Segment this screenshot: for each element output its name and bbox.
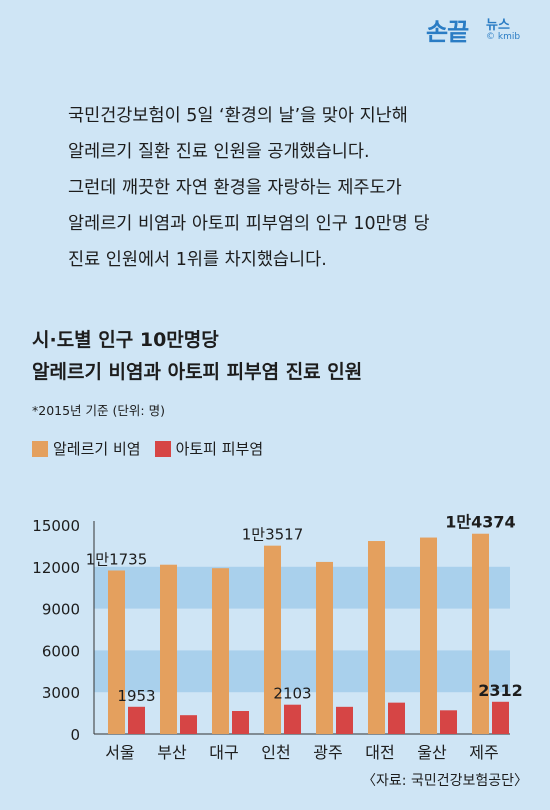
- bar-rhinitis: [316, 561, 333, 734]
- brand-logo: 손끝 뉴스 © kmib: [426, 10, 536, 50]
- legend-label: 아토피 피부염: [175, 440, 264, 458]
- legend-item-atopy: 아토피 피부염: [154, 438, 264, 459]
- bar-atopy: [284, 704, 301, 734]
- chart-title-line: 시·도별 인구 10만명당: [32, 329, 219, 351]
- x-tick-label: 서울: [105, 743, 134, 762]
- bar-rhinitis: [264, 545, 281, 734]
- logo-kmib-text: © kmib: [486, 32, 521, 42]
- x-tick-label: 부산: [157, 743, 187, 762]
- x-tick-label: 대전: [365, 743, 394, 762]
- intro-text: 국민건강보험이 5일 ‘환경의 날’을 맞아 지난해 알레르기 질환 진료 인원…: [68, 98, 528, 278]
- y-tick-label: 0: [70, 726, 80, 744]
- y-tick-label: 9000: [42, 601, 80, 619]
- y-tick-label: 3000: [42, 684, 80, 702]
- chart-title-line: 알레르기 비염과 아토피 피부염 진료 인원: [32, 361, 363, 383]
- x-tick-label: 인천: [261, 743, 290, 762]
- bar-rhinitis: [108, 570, 125, 734]
- legend-swatch-red: [154, 440, 171, 457]
- bar-atopy: [128, 706, 145, 734]
- data-label: 2312: [478, 681, 523, 700]
- data-label: 2103: [273, 685, 311, 703]
- bar-atopy: [492, 701, 509, 734]
- logo-main-text: 손끝: [426, 18, 469, 46]
- logo-sub-text: 뉴스: [486, 18, 510, 33]
- data-label: 1만4374: [445, 513, 515, 532]
- bar-atopy: [388, 702, 405, 734]
- bar-rhinitis: [368, 541, 385, 734]
- x-tick-label: 광주: [313, 743, 342, 762]
- grid-band: [94, 566, 510, 609]
- x-tick-label: 제주: [469, 743, 498, 762]
- bar-chart: 0 3000 6000 9000 12000 15000 서울 부산 대구 인천 광주 대전 울산 제주 1…: [32, 513, 523, 762]
- legend-label: 알레르기 비염: [53, 440, 141, 458]
- x-tick-label: 대구: [209, 743, 238, 762]
- bar-atopy: [440, 710, 457, 734]
- source-text: 〈자료: 국민건강보험공단〉: [362, 773, 528, 789]
- data-label: 1953: [117, 687, 155, 705]
- intro-line: 알레르기 비염과 아토피 피부염의 인구 10만명 당: [68, 214, 430, 234]
- bar-rhinitis: [160, 564, 177, 734]
- y-tick-label: 15000: [32, 517, 80, 535]
- data-label: 1만3517: [242, 526, 304, 544]
- intro-line: 알레르기 질환 진료 인원을 공개했습니다.: [68, 142, 370, 162]
- bar-rhinitis: [420, 537, 437, 734]
- unit-note: *2015년 기준 (단위: 명): [32, 403, 165, 418]
- legend-item-rhinitis: 알레르기 비염: [32, 438, 141, 459]
- bar-atopy: [232, 711, 249, 734]
- bar-atopy: [336, 706, 353, 734]
- bar-atopy: [180, 715, 197, 734]
- chart-title: 시·도별 인구 10만명당 알레르기 비염과 아토피 피부염 진료 인원: [32, 324, 362, 388]
- y-tick-label: 12000: [32, 559, 80, 577]
- legend-swatch-orange: [32, 440, 48, 457]
- data-label: 1만1735: [86, 550, 148, 568]
- y-tick-label: 6000: [42, 642, 80, 660]
- intro-line: 진료 인원에서 1위를 차지했습니다.: [68, 250, 327, 270]
- bar-rhinitis: [212, 568, 229, 734]
- intro-line: 국민건강보험이 5일 ‘환경의 날’을 맞아 지난해: [68, 106, 408, 126]
- bar-rhinitis: [472, 533, 489, 734]
- x-tick-label: 울산: [417, 743, 447, 762]
- intro-line: 그런데 깨끗한 자연 환경을 자랑하는 제주도가: [68, 178, 402, 198]
- chart-legend: 알레르기 비염 아토피 피부염: [32, 438, 277, 459]
